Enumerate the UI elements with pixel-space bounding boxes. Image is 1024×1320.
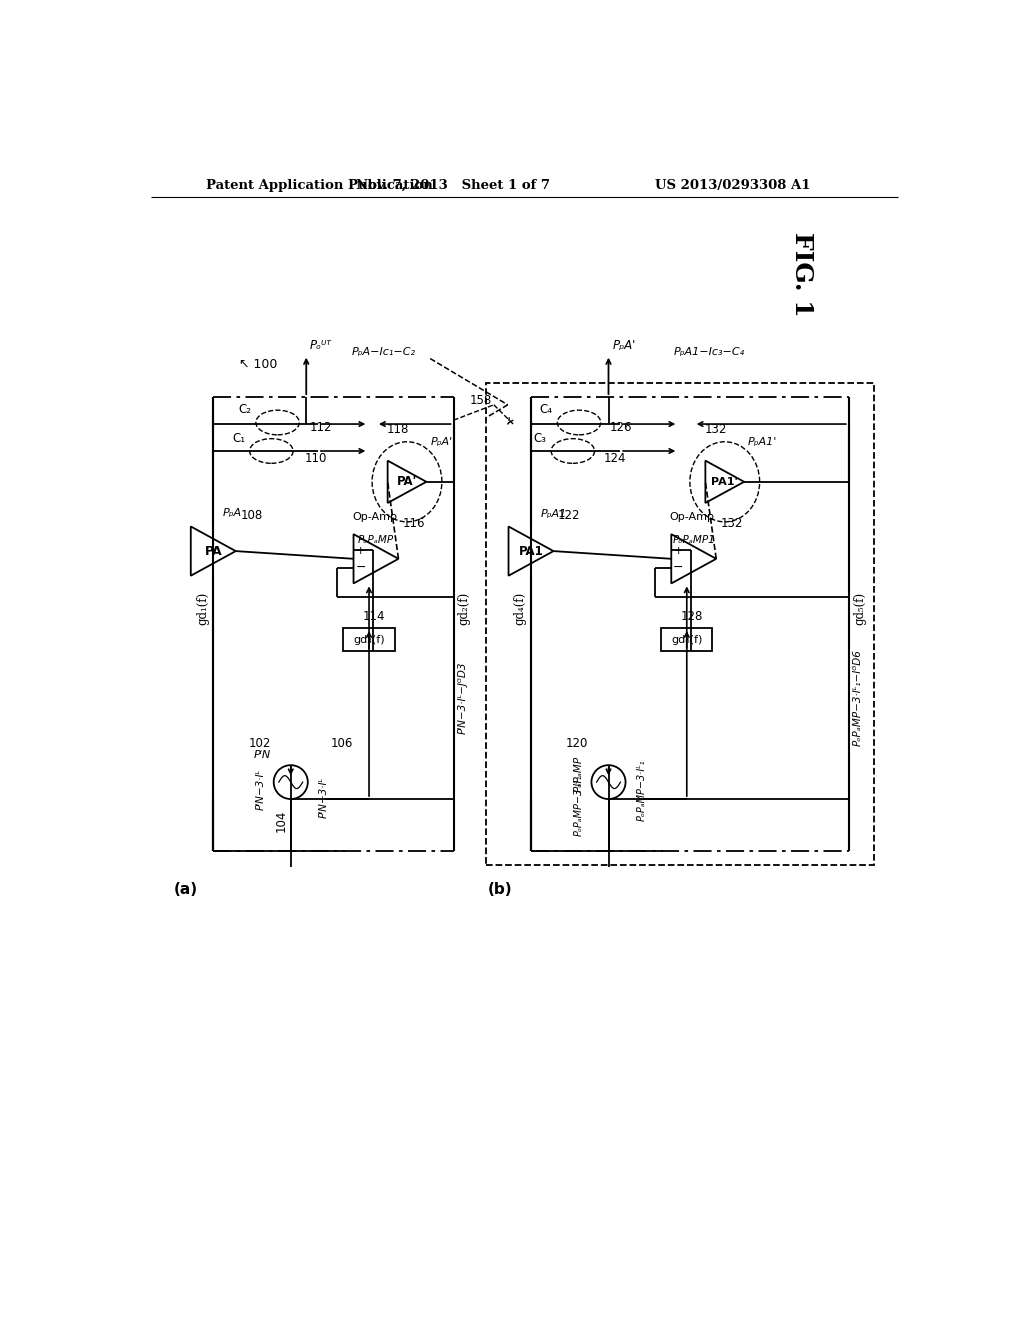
Text: C₄: C₄ [540, 404, 553, 416]
Text: Patent Application Publication: Patent Application Publication [206, 178, 432, 191]
Text: PₚA1': PₚA1' [748, 437, 777, 447]
Text: 118: 118 [386, 422, 409, 436]
Text: PA1': PA1' [712, 477, 738, 487]
Text: PᴵN−3·Iᴸ: PᴵN−3·Iᴸ [318, 777, 329, 818]
Text: PₒPₐMP−3·Iᴸ₁: PₒPₐMP−3·Iᴸ₁ [636, 759, 646, 821]
Text: 110: 110 [305, 453, 327, 465]
Text: PₚA': PₚA' [612, 339, 636, 352]
Text: PA': PA' [397, 475, 417, 488]
Bar [343, 628, 394, 651]
Text: +: + [674, 545, 683, 556]
Text: −: − [673, 561, 683, 573]
Text: 116: 116 [403, 516, 426, 529]
Text: PₒPₐMP−3·Iᴸ₁−IᴳD6: PₒPₐMP−3·Iᴸ₁−IᴳD6 [853, 649, 862, 746]
Text: PᴵN: PᴵN [253, 750, 270, 760]
Text: PₚA': PₚA' [430, 437, 453, 447]
Text: C₃: C₃ [534, 432, 547, 445]
Text: PₒPₐMP1: PₒPₐMP1 [673, 535, 715, 545]
Text: C₂: C₂ [239, 404, 251, 416]
Text: gd₂(f): gd₂(f) [458, 593, 471, 626]
Text: 106: 106 [331, 737, 353, 750]
Text: PₒPₐMP−3·Iᴸ₁: PₒPₐMP−3·Iᴸ₁ [573, 775, 584, 836]
Text: PₚA1−Iᴄ₃−C₄: PₚA1−Iᴄ₃−C₄ [674, 347, 744, 358]
Text: 120: 120 [566, 737, 589, 750]
Bar [486, 383, 873, 866]
Text: 122: 122 [558, 508, 581, 521]
Text: gd₅(f): gd₅(f) [853, 593, 866, 626]
Text: Op-Amp: Op-Amp [352, 512, 397, 521]
Text: PₚA1: PₚA1 [541, 508, 566, 519]
Text: 132: 132 [721, 516, 743, 529]
Text: C₁: C₁ [231, 432, 245, 445]
Text: gd₄(f): gd₄(f) [514, 593, 526, 626]
Text: 112: 112 [310, 421, 333, 434]
Text: PₒPₐMP: PₒPₐMP [358, 535, 394, 545]
Text: gd₆(f): gd₆(f) [671, 635, 702, 644]
Text: −: − [355, 561, 366, 573]
Text: 104: 104 [274, 809, 288, 832]
Text: 128: 128 [681, 610, 702, 623]
Text: PₚA: PₚA [222, 508, 242, 517]
Text: gd₃(f): gd₃(f) [353, 635, 385, 644]
Text: PₒPₐMP: PₒPₐMP [573, 756, 584, 792]
Text: Pₒᵁᵀ: Pₒᵁᵀ [310, 339, 332, 352]
Text: Op-Amp: Op-Amp [670, 512, 715, 521]
Text: (b): (b) [487, 882, 512, 898]
Text: 114: 114 [362, 610, 385, 623]
Text: 126: 126 [610, 421, 633, 434]
Text: US 2013/0293308 A1: US 2013/0293308 A1 [655, 178, 811, 191]
Text: 132: 132 [705, 422, 727, 436]
Text: ↖ 100: ↖ 100 [239, 358, 278, 371]
Text: PᴵN−3·Iᴸ−JᴳD3: PᴵN−3·Iᴸ−JᴳD3 [458, 661, 467, 734]
Text: 102: 102 [248, 737, 270, 750]
Text: 124: 124 [604, 453, 627, 465]
Bar [662, 628, 713, 651]
Text: FIG. 1: FIG. 1 [791, 231, 814, 317]
Text: PₚA−Iᴄ₁−C₂: PₚA−Iᴄ₁−C₂ [352, 347, 416, 358]
Text: PA1: PA1 [518, 545, 544, 557]
Text: Nov. 7, 2013   Sheet 1 of 7: Nov. 7, 2013 Sheet 1 of 7 [356, 178, 551, 191]
Text: 158: 158 [469, 395, 492, 408]
Text: gd₁(f): gd₁(f) [196, 593, 209, 626]
Text: +: + [355, 545, 366, 556]
Text: PA: PA [205, 545, 222, 557]
Text: (a): (a) [174, 882, 199, 898]
Text: PᴵN−3·Iᴸ: PᴵN−3·Iᴸ [256, 770, 266, 810]
Text: 108: 108 [241, 508, 262, 521]
